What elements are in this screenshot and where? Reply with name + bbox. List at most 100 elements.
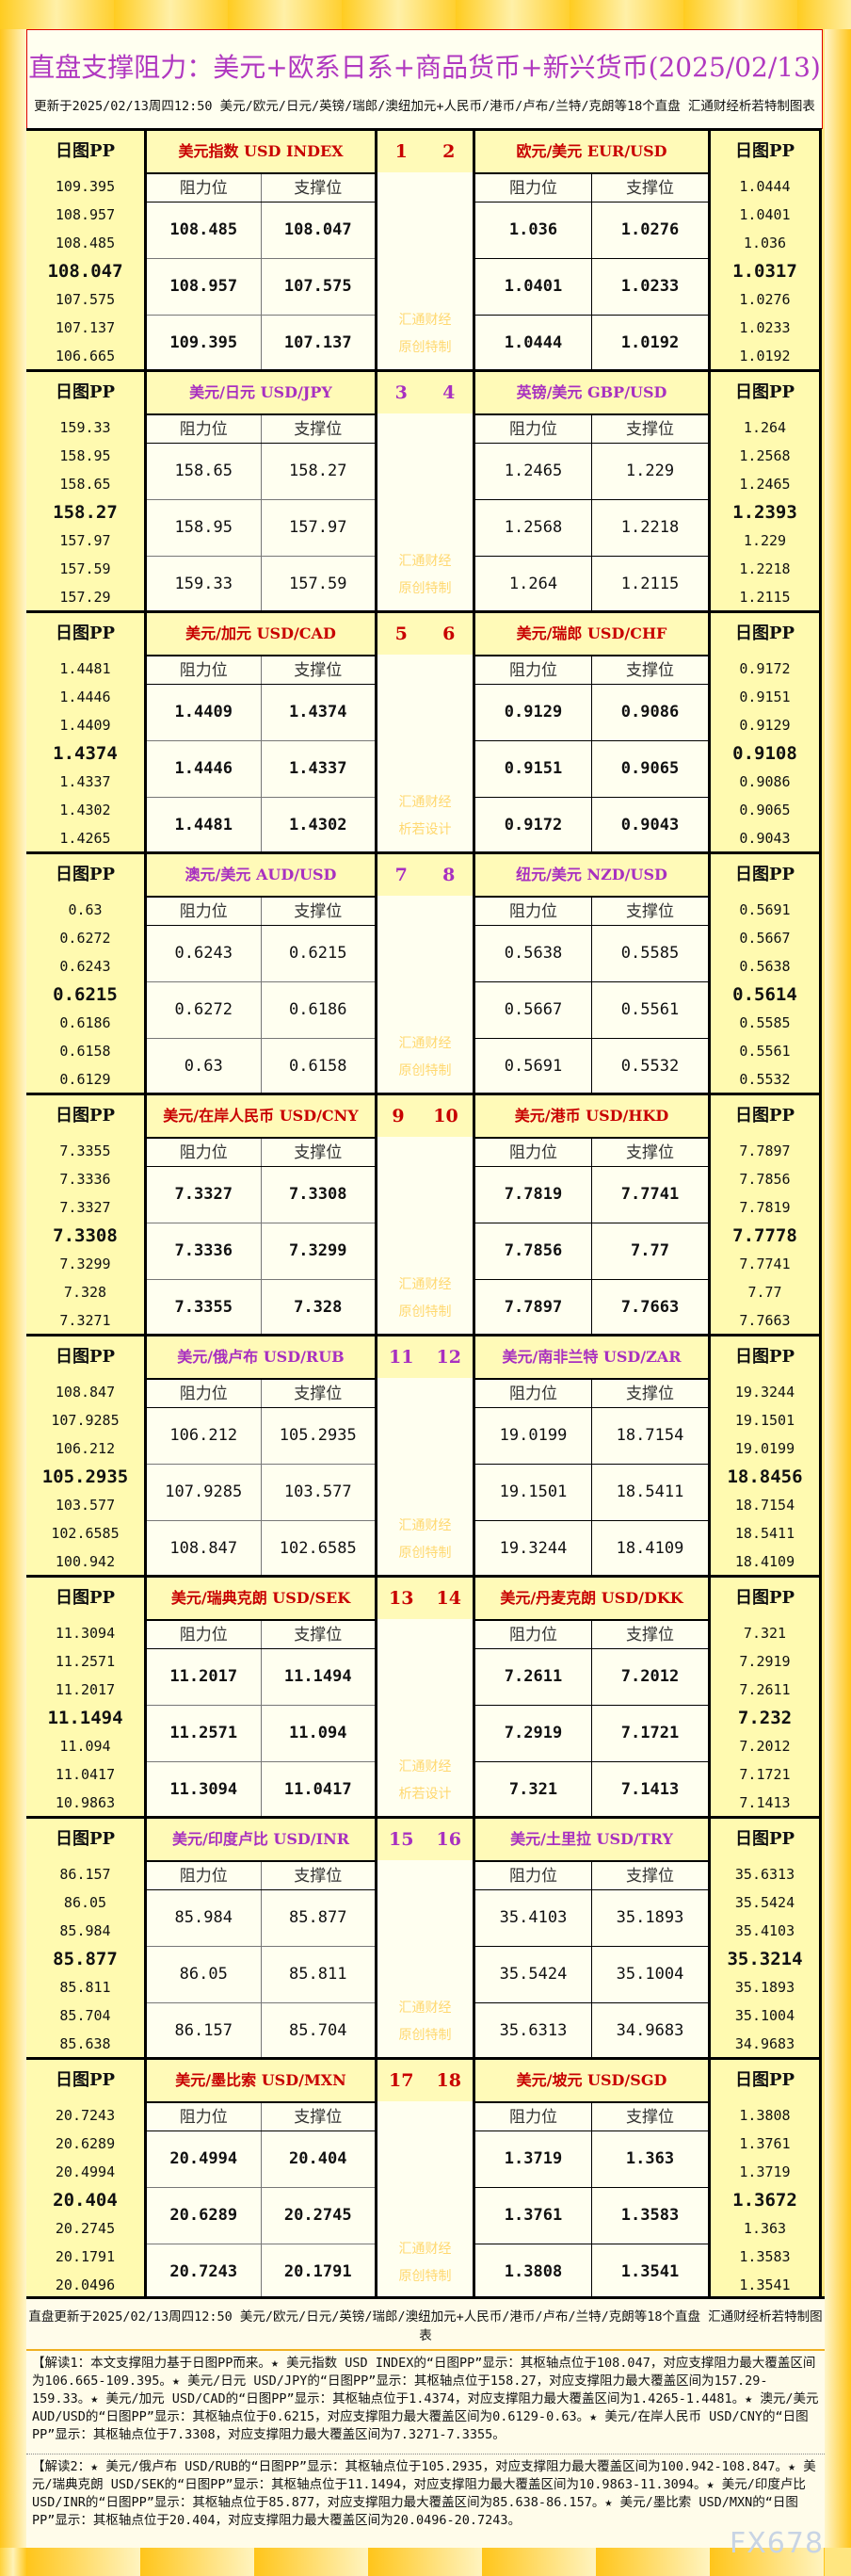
pair-block: 日图PP 0.63 0.6272 0.6243 0.6215 0.6186 0.6158 0.…	[26, 851, 825, 1095]
pair-table-left: 美元/在岸人民币 USD/CNY 阻力位 支撑位 7.3327 7.3308 7.3336…	[147, 1093, 375, 1337]
support-value: 7.1721	[591, 1706, 708, 1761]
pair-name: 美元/日元 USD/JPY	[147, 372, 375, 415]
pair-number: 10	[433, 1106, 458, 1126]
pp-value: 7.3355	[59, 1142, 111, 1159]
support-value: 107.137	[260, 316, 376, 371]
pair-name: 美元/瑞典克朗 USD/SEK	[147, 1578, 375, 1621]
column-headers: 阻力位 支撑位	[475, 415, 708, 444]
pair-table-left: 美元/印度卢比 USD/INR 阻力位 支撑位 85.984 85.877 86.05 85…	[147, 1816, 375, 2060]
support-header: 支撑位	[260, 656, 376, 684]
pivot-value: 1.0317	[732, 261, 797, 282]
pair-number: 1	[394, 141, 408, 162]
pair-name: 美元/俄卢布 USD/RUB	[147, 1337, 375, 1380]
column-headers: 阻力位 支撑位	[475, 174, 708, 203]
pp-header: 日图PP	[55, 624, 116, 643]
pivot-value: 108.047	[47, 261, 123, 282]
support-value: 1.0233	[591, 259, 708, 315]
pair-number: 4	[442, 382, 456, 403]
support-value: 7.7663	[591, 1280, 708, 1336]
table-row: 20.6289 20.2745	[147, 2188, 375, 2244]
pair-block: 日图PP 7.3355 7.3336 7.3327 7.3308 7.3299 7.328 7…	[26, 1093, 825, 1337]
pivot-value: 0.6215	[53, 984, 118, 1005]
watermark-text: 汇通财经 原创特制	[377, 1995, 473, 2049]
table-row: 1.264 1.2115	[475, 557, 708, 613]
table-row: 20.4994 20.404	[147, 2131, 375, 2188]
pivot-value: 7.232	[737, 1708, 793, 1728]
resistance-value: 1.264	[508, 575, 558, 593]
support-value: 18.7154	[591, 1408, 708, 1464]
column-headers: 阻力位 支撑位	[147, 1862, 375, 1890]
pair-number: 15	[389, 1829, 414, 1850]
pair-block: 日图PP 109.395 108.957 108.485 108.047 107.575 1…	[26, 128, 825, 372]
notes-interpretation-2: 【解读2：★ 美元/俄卢布 USD/RUB的“日图PP”显示：其枢轴点位于105…	[26, 2454, 825, 2548]
resistance-value: 1.4446	[174, 759, 233, 778]
pair-name: 美元/坡元 USD/SGD	[475, 2060, 708, 2103]
pp-value: 1.3583	[739, 2248, 791, 2265]
column-headers: 阻力位 支撑位	[147, 174, 375, 203]
pair-number: 17	[389, 2070, 414, 2091]
watermark-line: 汇通财经	[398, 1277, 452, 1292]
pair-table-left: 美元/俄卢布 USD/RUB 阻力位 支撑位 106.212 105.2935 107.9…	[147, 1334, 375, 1578]
watermark-line: 汇通财经	[398, 2242, 452, 2257]
pp-column-right: 日图PP 0.5691 0.5667 0.5638 0.5614 0.5585 0.5561…	[708, 851, 822, 1093]
table-row: 1.4446 1.4337	[147, 741, 375, 798]
table-row: 7.7897 7.7663	[475, 1280, 708, 1337]
table-row: 158.95 157.97	[147, 500, 375, 557]
pp-value: 1.4265	[59, 830, 111, 847]
resistance-value: 159.33	[174, 575, 233, 593]
table-row: 1.4481 1.4302	[147, 798, 375, 854]
support-value: 0.9065	[591, 741, 708, 797]
pp-column-right: 日图PP 19.3244 19.1501 19.0199 18.8456 18.7154 1…	[708, 1334, 822, 1575]
support-header: 支撑位	[260, 174, 376, 202]
resistance-value: 35.4103	[499, 1908, 568, 1927]
watermark-text: 汇通财经 原创特制	[377, 1030, 473, 1085]
pp-value: 20.2745	[55, 2220, 116, 2237]
pp-header: 日图PP	[55, 865, 116, 884]
pp-value: 108.957	[55, 206, 116, 223]
support-value: 0.6186	[260, 982, 376, 1038]
support-value: 0.5532	[591, 1039, 708, 1094]
pivot-value: 85.877	[53, 1949, 118, 1969]
pair-number: 9	[392, 1106, 405, 1126]
support-header: 支撑位	[260, 1862, 376, 1889]
pp-column-right: 日图PP 1.3808 1.3761 1.3719 1.3672 1.363 1.3583 1…	[708, 2057, 822, 2298]
resistance-value: 86.05	[179, 1965, 228, 1984]
support-value: 0.9043	[591, 798, 708, 853]
pp-value: 1.4481	[59, 660, 111, 677]
support-header: 支撑位	[260, 2103, 376, 2130]
pp-value: 0.6129	[59, 1071, 111, 1088]
page-subtitle: 更新于2025/02/13周四12:50 美元/欧元/日元/英镑/瑞郎/澳纽加元…	[34, 99, 815, 114]
watermark-text: 汇通财经 原创特制	[377, 2236, 473, 2291]
pp-value: 7.2012	[739, 1738, 791, 1755]
pp-value: 1.363	[743, 2220, 787, 2237]
pp-column-left: 日图PP 11.3094 11.2571 11.2017 11.1494 11.094 11…	[26, 1575, 147, 1816]
pp-header: 日图PP	[734, 382, 795, 402]
pp-value: 11.2017	[55, 1681, 116, 1698]
table-row: 35.4103 35.1893	[475, 1890, 708, 1947]
support-value: 0.6215	[260, 926, 376, 981]
support-value: 20.2745	[260, 2188, 376, 2244]
pair-name: 美元/土里拉 USD/TRY	[475, 1819, 708, 1862]
pp-column-left: 日图PP 109.395 108.957 108.485 108.047 107.575 1…	[26, 128, 147, 369]
pp-value: 85.704	[59, 2007, 111, 2024]
pp-value: 19.1501	[734, 1412, 795, 1429]
pp-value: 85.811	[59, 1979, 111, 1996]
resistance-header: 阻力位	[509, 1626, 557, 1644]
pp-value: 35.1004	[734, 2007, 795, 2024]
table-row: 11.2571 11.094	[147, 1706, 375, 1762]
pair-table-right: 美元/土里拉 USD/TRY 阻力位 支撑位 35.4103 35.1893 35.542…	[475, 1816, 708, 2060]
pp-value: 7.7856	[739, 1171, 791, 1188]
table-row: 0.9129 0.9086	[475, 685, 708, 741]
pp-value: 0.5667	[739, 930, 791, 947]
pivot-value: 11.1494	[47, 1708, 123, 1728]
pivot-value: 105.2935	[41, 1466, 129, 1487]
pp-value: 18.4109	[734, 1553, 795, 1570]
support-header: 支撑位	[591, 415, 708, 443]
column-headers: 阻力位 支撑位	[475, 1862, 708, 1890]
table-row: 0.9172 0.9043	[475, 798, 708, 854]
pp-value: 0.9065	[739, 802, 791, 818]
pp-value: 7.328	[63, 1284, 107, 1301]
resistance-value: 7.7819	[504, 1185, 563, 1204]
column-headers: 阻力位 支撑位	[475, 656, 708, 685]
pair-table-right: 美元/瑞郎 USD/CHF 阻力位 支撑位 0.9129 0.9086 0.9151 0.9…	[475, 610, 708, 854]
